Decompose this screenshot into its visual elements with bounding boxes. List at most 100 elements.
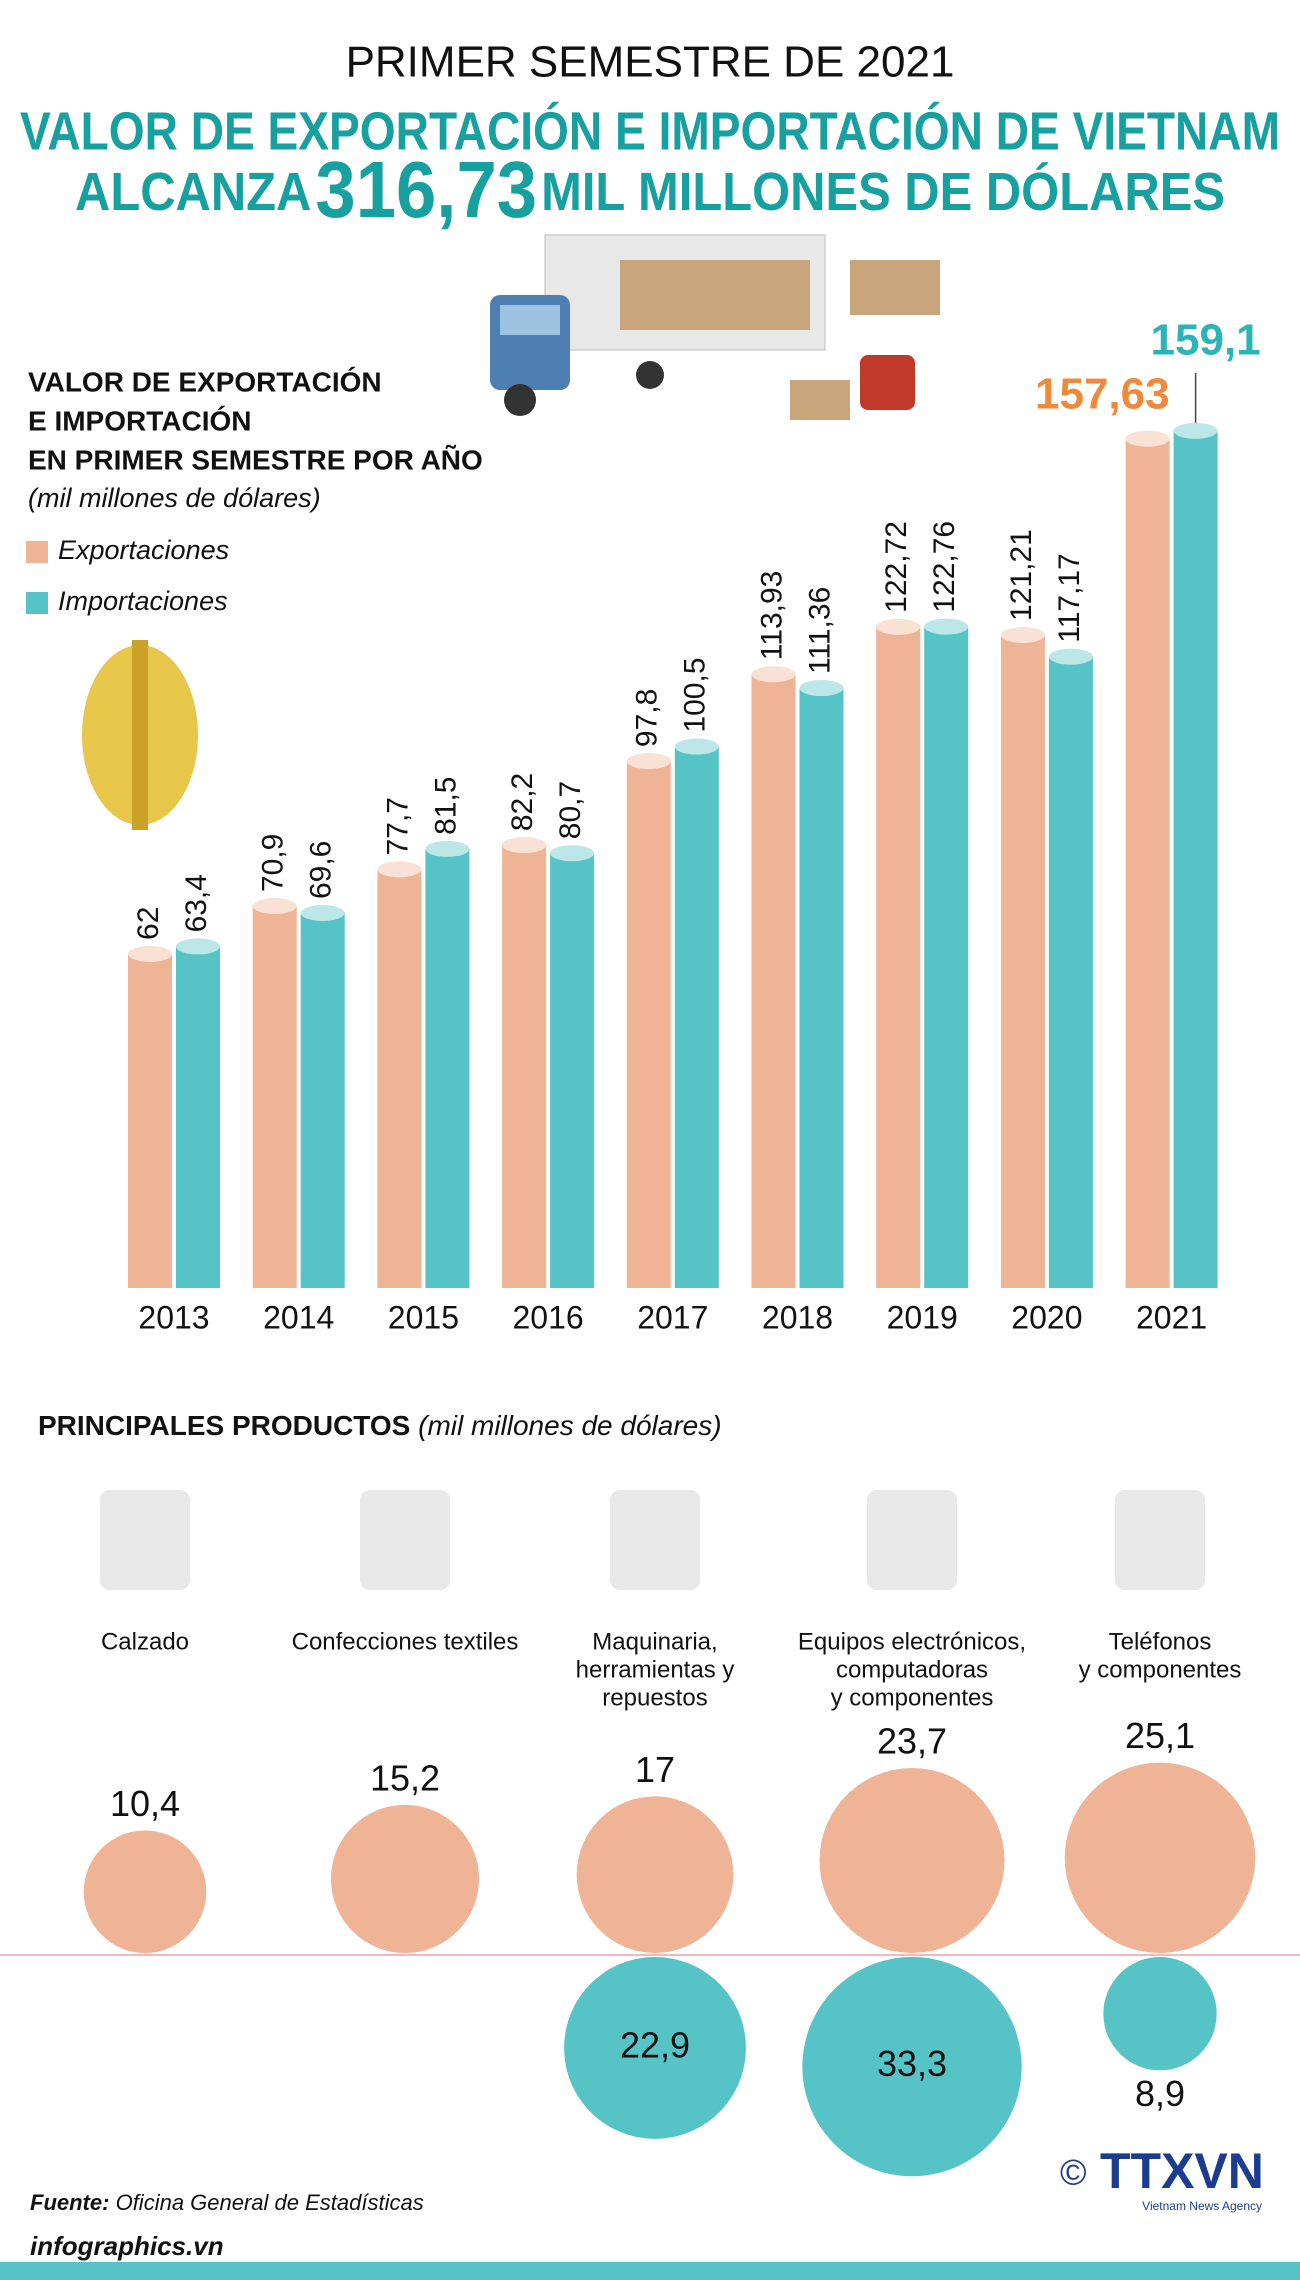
bar — [252, 906, 297, 1288]
category-label: computadoras — [836, 1656, 988, 1683]
bar — [300, 913, 345, 1288]
bar-cap — [674, 738, 719, 755]
bar-cap — [876, 618, 921, 635]
boxes — [850, 260, 940, 315]
bubble — [330, 1804, 480, 1953]
bar-cap — [626, 753, 671, 770]
box — [790, 380, 850, 420]
bar-cap — [799, 680, 844, 697]
category-label: y componentes — [1079, 1656, 1242, 1683]
bar-cap — [502, 837, 547, 854]
bar-cap — [550, 845, 595, 862]
category-label: repuestos — [602, 1684, 707, 1711]
product-icon — [360, 1490, 450, 1590]
legend-label: Importaciones — [58, 586, 228, 616]
bar — [674, 746, 719, 1288]
value-label: 111,36 — [803, 587, 836, 674]
copyright: © — [1060, 2152, 1087, 2193]
source: Fuente: Oficina General de Estadísticas — [30, 2190, 424, 2215]
bar-cap — [425, 840, 470, 857]
value-label: 97,8 — [631, 689, 664, 747]
legend-swatch — [26, 541, 48, 563]
x-tick-label: 2021 — [1136, 1299, 1207, 1335]
value-label: 77,7 — [381, 797, 414, 855]
bar-cap — [1000, 626, 1045, 643]
chart-title: E IMPORTACIÓN — [28, 405, 251, 436]
forklift — [860, 355, 915, 410]
bar — [876, 626, 921, 1288]
bar-cap — [300, 905, 345, 922]
bar-cap — [751, 666, 796, 683]
value-label: 117,17 — [1053, 553, 1086, 643]
x-tick-label: 2020 — [1011, 1299, 1082, 1335]
bar-cap — [924, 618, 969, 635]
bar-cap — [176, 938, 220, 955]
x-tick-label: 2013 — [138, 1299, 209, 1335]
chart-title: EN PRIMER SEMESTRE POR AÑO — [28, 444, 483, 475]
title: VALOR DE EXPORTACIÓN E IMPORTACIÓN DE VI… — [20, 101, 1280, 161]
legend-swatch — [26, 592, 48, 614]
value-label: 69,6 — [305, 841, 338, 899]
footer-band — [0, 2262, 1300, 2280]
bar — [1125, 438, 1170, 1288]
value-label: 17 — [635, 1749, 675, 1790]
agency: TTXVN — [1100, 2143, 1264, 2199]
bubble — [576, 1796, 734, 1953]
bar-cap — [1125, 430, 1170, 447]
bar — [377, 869, 422, 1288]
value-label: 81,5 — [429, 777, 462, 835]
value-label: 80,7 — [554, 781, 587, 839]
category-label: y componentes — [831, 1684, 994, 1711]
wheel — [636, 361, 664, 389]
bubble — [1103, 1957, 1217, 2071]
value-label: 25,1 — [1125, 1715, 1195, 1756]
x-tick-label: 2019 — [887, 1299, 958, 1335]
bar — [1000, 634, 1045, 1288]
title-end: MIL MILLONES DE DÓLARES — [541, 162, 1225, 222]
x-tick-label: 2014 — [263, 1299, 334, 1335]
source-label: Fuente: — [30, 2190, 109, 2215]
category-label: herramientas y — [576, 1656, 735, 1683]
category-label: Calzado — [101, 1628, 189, 1655]
dollar-icon — [82, 640, 198, 830]
value-label: 62 — [132, 907, 165, 940]
bar — [1048, 656, 1093, 1288]
product-icon — [610, 1490, 700, 1590]
product-icon — [867, 1490, 957, 1590]
value-label: 8,9 — [1135, 2073, 1185, 2114]
value-label: 70,9 — [257, 834, 290, 892]
value-label: 157,63 — [1035, 369, 1170, 418]
title-start: ALCANZA — [75, 162, 311, 222]
kicker: PRIMER SEMESTRE DE 2021 — [346, 38, 955, 87]
bubble — [819, 1768, 1005, 1953]
category-label: Equipos electrónicos, — [798, 1628, 1026, 1655]
bar — [799, 688, 844, 1288]
coin-bar — [132, 640, 148, 830]
bar — [128, 953, 172, 1288]
total: 316,73 — [315, 145, 537, 234]
bar — [502, 845, 547, 1288]
value-label: 23,7 — [877, 1721, 947, 1762]
value-label: 10,4 — [110, 1783, 180, 1824]
bar — [425, 848, 470, 1288]
bar-cap — [252, 898, 297, 915]
chart-subtitle: (mil millones de dólares) — [28, 483, 321, 513]
bar — [924, 626, 969, 1288]
value-label: 15,2 — [370, 1757, 440, 1798]
x-tick-label: 2015 — [388, 1299, 459, 1335]
site: infographics.vn — [30, 2231, 224, 2261]
bar — [626, 761, 671, 1288]
value-label: 121,21 — [1005, 529, 1038, 621]
category-label: Maquinaria, — [592, 1628, 717, 1655]
boxes — [620, 260, 810, 330]
legend-label: Exportaciones — [58, 535, 229, 565]
value-label: 122,72 — [880, 521, 913, 613]
bubble — [83, 1830, 207, 1953]
bar — [751, 674, 796, 1288]
x-tick-label: 2017 — [637, 1299, 708, 1335]
bar — [176, 946, 220, 1288]
truck-illustration — [490, 234, 940, 420]
agency-full: Vietnam News Agency — [1142, 2199, 1262, 2213]
value-label: 100,5 — [679, 657, 712, 732]
